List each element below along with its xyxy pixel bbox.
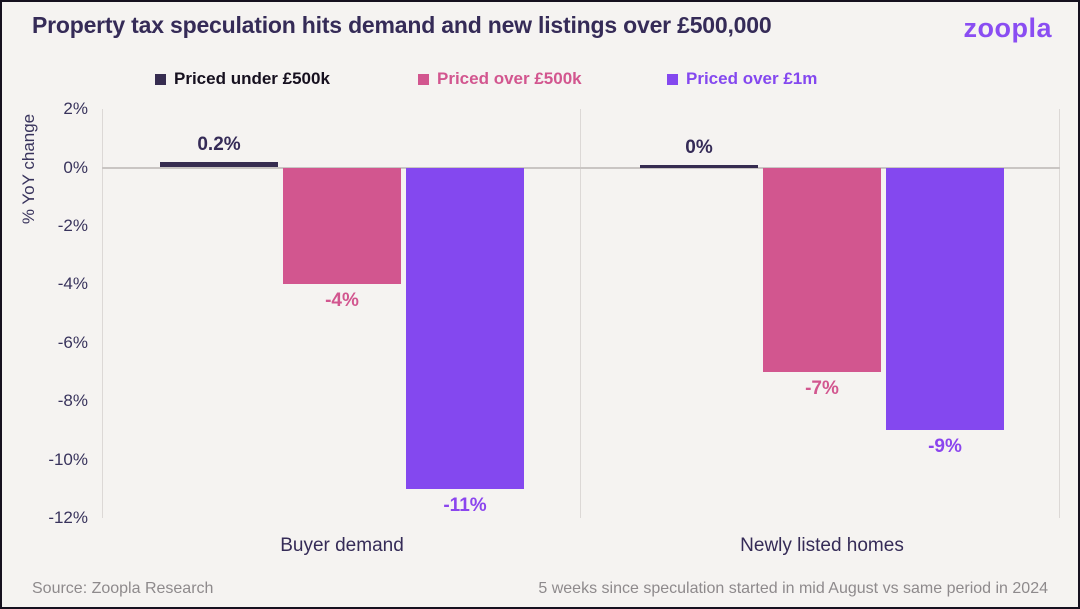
y-tick-label: -6%: [57, 332, 88, 352]
bar-3-2: [886, 167, 1004, 431]
bar-value-label: -11%: [443, 494, 487, 516]
category-label-2: Newly listed homes: [740, 535, 904, 556]
legend-item-3: Priced over £1m: [667, 69, 817, 89]
period-note: 5 weeks since speculation started in mid…: [538, 580, 1048, 597]
bar-3-1: [406, 167, 524, 489]
legend-item-2: Priced over £500k: [418, 69, 582, 89]
y-tick-label: 2%: [63, 99, 88, 119]
bar-2-1: [283, 167, 401, 285]
zero-baseline: [102, 166, 1060, 169]
legend-label: Priced under £500k: [174, 69, 330, 88]
group-divider-line: [580, 109, 581, 518]
bar-1-1: [160, 161, 278, 168]
plot-right-border-line: [1059, 109, 1060, 518]
bar-2-2: [763, 167, 881, 372]
legend-swatch-icon: [155, 73, 166, 85]
legend-swatch-icon: [667, 73, 678, 85]
bar-value-label: -4%: [325, 290, 359, 312]
y-tick-label: -2%: [57, 215, 88, 235]
y-tick-label: -8%: [57, 391, 88, 411]
bar-value-label: 0.2%: [197, 133, 241, 155]
bar-1-2: [640, 164, 758, 168]
legend-item-1: Priced under £500k: [155, 69, 330, 89]
legend-label: Priced over £1m: [686, 69, 818, 88]
zoopla-logo: zoopla: [963, 13, 1052, 43]
y-tick-label: 0%: [63, 157, 88, 177]
y-tick-label: -4%: [57, 274, 88, 294]
legend-label: Priced over £500k: [437, 69, 582, 88]
source-note: Source: Zoopla Research: [32, 580, 214, 597]
page-title: Property tax speculation hits demand and…: [32, 12, 772, 38]
bar-value-label: 0%: [685, 136, 713, 158]
category-label-1: Buyer demand: [280, 535, 404, 556]
y-tick-label: -12%: [48, 508, 88, 528]
bar-value-label: -9%: [928, 436, 962, 458]
y-axis-line: [102, 109, 103, 518]
y-tick-label: -10%: [48, 449, 88, 469]
bar-value-label: -7%: [805, 378, 839, 399]
legend-swatch-icon: [418, 73, 429, 85]
